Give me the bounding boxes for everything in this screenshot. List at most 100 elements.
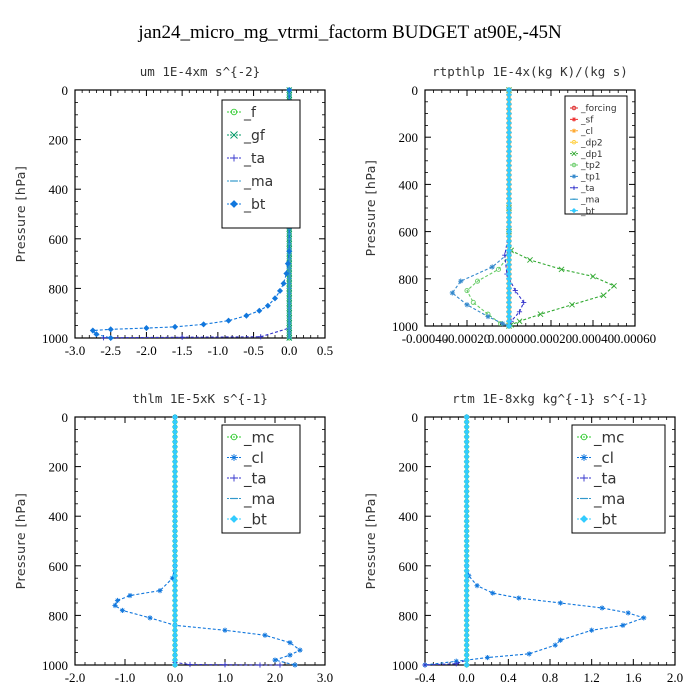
series-ta [422, 414, 470, 668]
legend-marker [571, 174, 577, 179]
data-point [422, 662, 428, 668]
data-point [171, 488, 179, 495]
legend-marker [230, 454, 238, 461]
y-tick-label: 600 [49, 232, 69, 247]
x-tick-label: -0.5 [243, 343, 264, 358]
data-point [93, 331, 100, 338]
data-point [171, 423, 179, 430]
panel-title: um 1E-4xm s^{-2} [140, 64, 260, 79]
panel-rtm: rtm 1E-8xkg kg^{-1} s^{-1} Pressure [hPa]… [363, 391, 683, 685]
legend-label-bt: _bt [580, 207, 595, 217]
data-point [463, 468, 470, 475]
legend: _mc _cl_ta _ma_bt [571, 424, 666, 534]
y-tick-label: 0 [62, 83, 69, 98]
data-point [453, 661, 459, 667]
data-point [286, 86, 293, 94]
data-point [463, 642, 470, 649]
data-point [474, 278, 481, 284]
data-point [463, 592, 470, 599]
series-line-cl [424, 417, 646, 666]
data-point [620, 622, 626, 628]
data-point [463, 518, 470, 525]
x-tick-label: 2.0 [667, 670, 683, 685]
legend-label-mc: _mc [243, 428, 274, 447]
legend-label-ma: _ma [243, 490, 275, 509]
panel-rtpthlp: rtpthlp 1E-4x(kg K)/(kg s) Pressure [hPa]… [363, 64, 656, 346]
data-point [222, 627, 228, 633]
data-point [500, 321, 506, 327]
legend-marker [571, 207, 577, 214]
data-point [463, 612, 470, 619]
data-point [287, 652, 293, 658]
data-point [463, 657, 470, 664]
legend-marker [571, 105, 577, 111]
data-point [171, 552, 179, 559]
legend-label-mc: _mc [593, 428, 624, 447]
legend-label-ta: _ta [580, 184, 595, 194]
data-point [527, 257, 533, 263]
y-tick-label: 400 [399, 509, 419, 524]
x-tick-label: 0.0 [281, 343, 297, 358]
data-point [463, 587, 470, 594]
legend-marker [571, 185, 577, 190]
legend-marker [580, 515, 588, 523]
series-ta [502, 87, 527, 329]
data-point [463, 661, 470, 669]
data-point [463, 537, 470, 545]
data-point [589, 627, 595, 633]
x-tick-label: 1.2 [584, 670, 600, 685]
data-point [89, 327, 96, 334]
data-point [280, 280, 287, 287]
data-point [552, 642, 558, 648]
x-tick-label: 0.00020 [530, 331, 572, 346]
data-point [599, 605, 605, 611]
data-point [463, 513, 470, 520]
x-tick-label: -1.0 [115, 670, 136, 685]
data-point [287, 640, 293, 646]
y-tick-label: 600 [399, 559, 419, 574]
x-tick-label: -2.5 [100, 343, 121, 358]
legend-marker [580, 474, 588, 482]
data-point [463, 448, 470, 455]
data-point [463, 542, 470, 549]
data-point [516, 595, 522, 601]
data-point [171, 542, 179, 549]
x-tick-label: 1.6 [625, 670, 642, 685]
data-point [171, 587, 179, 594]
data-point [569, 301, 575, 308]
data-point [169, 575, 176, 581]
data-point [458, 278, 464, 284]
y-tick-label: 200 [399, 130, 419, 145]
data-point [171, 632, 179, 639]
data-point [470, 299, 476, 305]
legend-label-bt: _bt [243, 510, 267, 529]
data-point [171, 443, 179, 450]
data-point [171, 323, 179, 330]
legend-label-bt: _bt [243, 197, 266, 213]
x-tick-label: 0.00060 [614, 331, 656, 346]
data-point [272, 657, 278, 663]
y-tick-label: 1000 [392, 319, 418, 334]
y-tick-label: 200 [49, 133, 69, 148]
data-point [283, 270, 290, 277]
y-tick-label: 400 [399, 177, 419, 192]
data-point [171, 528, 179, 535]
legend-box [221, 424, 301, 534]
legend-marker [580, 454, 588, 461]
legend-label-sf: _sf [580, 116, 594, 126]
data-point [489, 264, 495, 270]
legend-label-ma: _ma [243, 174, 273, 190]
legend-label-gf: _gf [243, 128, 266, 144]
legend-label-cl: _cl [243, 449, 264, 468]
legend-label-f: _f [243, 105, 257, 121]
data-point [463, 523, 470, 530]
x-tick-label: 1.0 [217, 670, 233, 685]
data-point [171, 498, 179, 505]
data-point [557, 600, 564, 606]
x-tick-label: 0.0 [459, 670, 475, 685]
data-point [171, 533, 179, 540]
x-tick-label: 2.0 [267, 670, 283, 685]
data-point [463, 453, 470, 460]
x-tick-label: -3.0 [65, 343, 86, 358]
